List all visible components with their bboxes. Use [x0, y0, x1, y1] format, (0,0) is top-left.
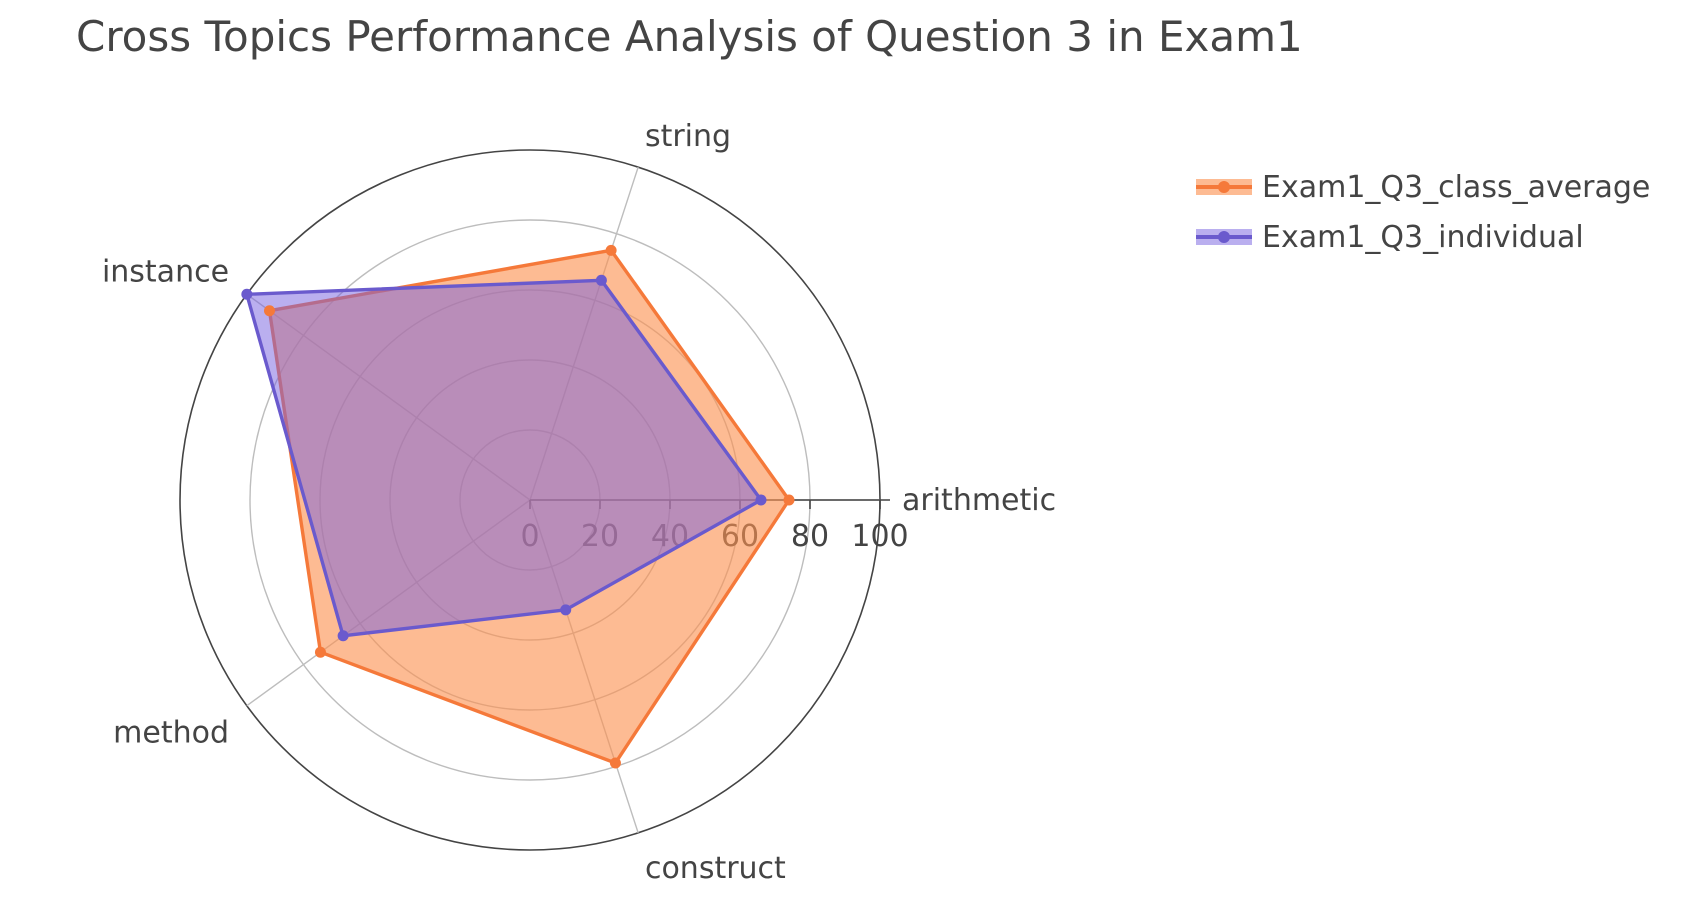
series-area-1	[245, 278, 763, 638]
series-1-point-method[interactable]	[337, 630, 349, 642]
series-0-point-arithmetic[interactable]	[783, 494, 795, 506]
legend-swatch-individual	[1196, 226, 1252, 248]
legend-item-individual[interactable]: Exam1_Q3_individual	[1196, 212, 1650, 262]
series-1-point-string[interactable]	[595, 274, 607, 286]
series-0-point-construct[interactable]	[609, 757, 621, 769]
axis-label-string: string	[645, 119, 731, 154]
legend-label-class-average: Exam1_Q3_class_average	[1262, 169, 1651, 205]
chart-title: Cross Topics Performance Analysis of Que…	[76, 12, 1303, 61]
axis-label-construct: construct	[645, 851, 786, 886]
axis-label-arithmetic: arithmetic	[902, 483, 1056, 518]
series-1-point-instance[interactable]	[241, 288, 253, 300]
radial-tick-label-100: 100	[851, 519, 908, 554]
axis-label-instance: instance	[102, 254, 229, 289]
legend-label-individual: Exam1_Q3_individual	[1262, 219, 1584, 255]
series-0-point-method[interactable]	[314, 646, 326, 658]
legend-item-class-average[interactable]: Exam1_Q3_class_average	[1196, 162, 1650, 212]
axis-label-method: method	[113, 716, 229, 751]
radial-tick-label-80: 80	[791, 519, 829, 554]
legend: Exam1_Q3_class_average Exam1_Q3_individu…	[1196, 162, 1650, 262]
radar-labels: arithmetic string instance method construct	[102, 119, 1056, 886]
series-1-point-arithmetic[interactable]	[755, 494, 767, 506]
series-0-point-instance[interactable]	[263, 305, 275, 317]
radar-series	[241, 244, 795, 769]
legend-swatch-class-average	[1196, 176, 1252, 198]
series-1-point-construct[interactable]	[560, 604, 572, 616]
series-0-point-string[interactable]	[605, 244, 617, 256]
